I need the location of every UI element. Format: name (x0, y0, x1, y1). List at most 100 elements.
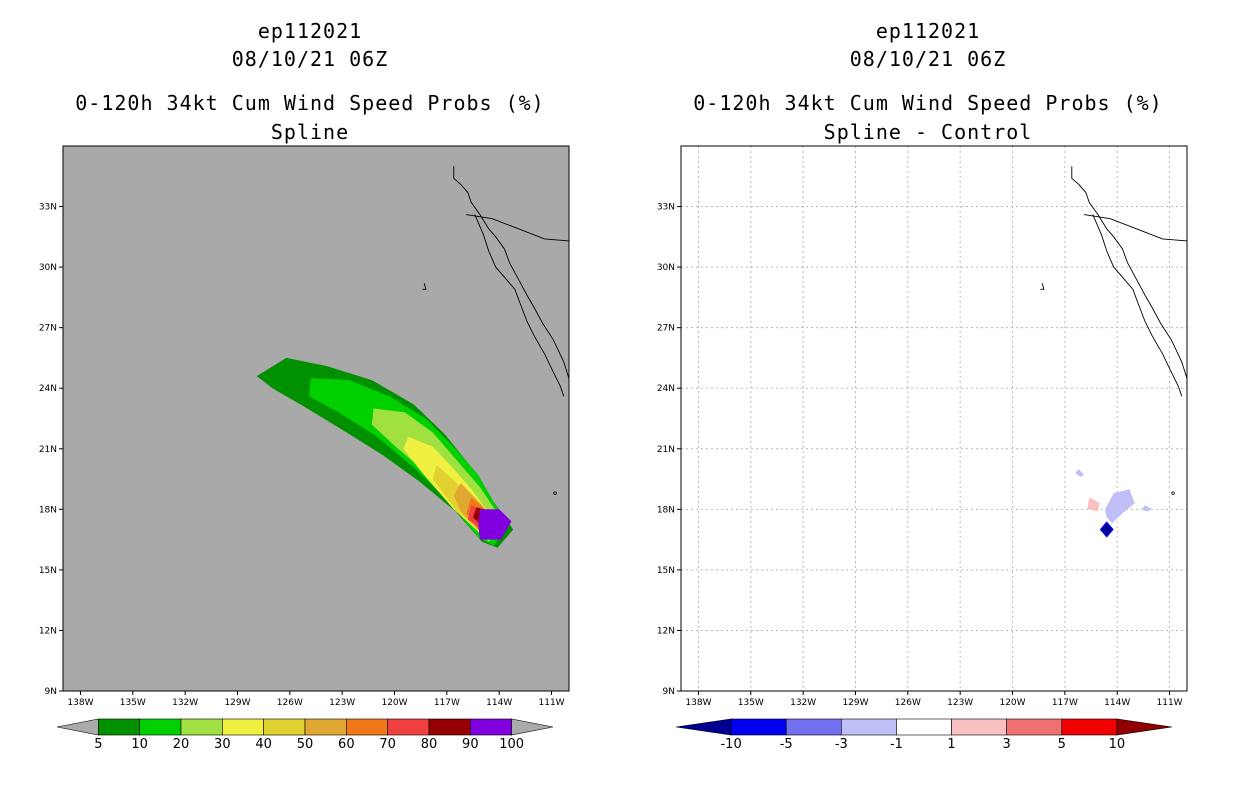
right-coastline (1092, 214, 1183, 397)
right-coastline (1071, 166, 1187, 397)
right-colorbar-label: -10 (720, 737, 741, 752)
left-x-tick-label: 111W (539, 698, 565, 708)
right-y-tick-label: 27N (657, 324, 675, 334)
right-island (1171, 491, 1175, 495)
left-y-tick-label: 33N (39, 203, 57, 213)
right-colorbar-segment (785, 718, 842, 736)
right-colorbar-label: 3 (1003, 737, 1011, 752)
right-storm-id: ep112021 (875, 19, 981, 43)
left-colorbar-label: 90 (462, 737, 479, 752)
left-y-tick-label: 27N (39, 324, 57, 334)
right-y-tick-label: 33N (657, 203, 675, 213)
right-y-tick-label: 9N (663, 687, 675, 697)
right-colorbar-segment (951, 718, 1007, 736)
left-colorbar-label: 10 (131, 737, 148, 752)
right-colorbar-arrow-high (1116, 718, 1173, 736)
left-colorbar-segment (428, 718, 471, 736)
left-colorbar-label: 50 (297, 737, 314, 752)
right-plot-area (681, 146, 1187, 691)
left-storm-id: ep112021 (257, 19, 363, 43)
right-colorbar-segment (1006, 718, 1063, 736)
left-colorbar-segment (98, 718, 140, 736)
left-colorbar-label: 70 (379, 737, 396, 752)
left-chart-subtitle: Spline (270, 120, 350, 144)
left-plot-background (63, 146, 569, 691)
left-colorbar-segment (387, 718, 430, 736)
left-colorbar-label: 80 (421, 737, 438, 752)
left-colorbar-arrow-low (56, 718, 99, 736)
left-coastline (474, 214, 565, 397)
left-colorbar-segment (470, 718, 512, 736)
right-colorbar-label: -1 (890, 737, 903, 752)
left-plot-frame (62, 145, 570, 692)
left-colorbar-segment (263, 718, 306, 736)
left-island (553, 491, 557, 495)
left-y-tick-label: 15N (39, 566, 57, 576)
left-colorbar-label: 5 (94, 737, 102, 752)
right-y-tick-label: 30N (657, 263, 675, 273)
right-x-tick-label: 126W (895, 698, 921, 708)
right-x-tick-label: 120W (999, 698, 1025, 708)
right-colorbar-segment (1061, 718, 1118, 736)
left-x-tick-label: 135W (120, 698, 146, 708)
left-x-tick-label: 126W (277, 698, 303, 708)
left-x-tick-label: 123W (329, 698, 355, 708)
right-y-tick-label: 18N (657, 505, 675, 515)
left-x-tick-label: 138W (67, 698, 93, 708)
right-x-tick-label: 114W (1104, 698, 1130, 708)
left-colorbar-label: 30 (214, 737, 231, 752)
left-colorbar-segment (180, 718, 223, 736)
right-x-tick-label: 129W (842, 698, 868, 708)
left-chart-title: 0-120h 34kt Cum Wind Speed Probs (%) (75, 91, 545, 115)
right-x-tick-label: 111W (1157, 698, 1183, 708)
left-x-tick-label: 117W (434, 698, 460, 708)
right-plot-frame (680, 145, 1188, 692)
left-x-tick-label: 132W (172, 698, 198, 708)
left-datetime: 08/10/21 06Z (231, 47, 389, 71)
left-contour-90 (478, 509, 512, 540)
left-coastline (453, 166, 569, 397)
right-colorbar-segment (896, 718, 952, 736)
left-island (422, 283, 427, 290)
right-plot-background (681, 146, 1187, 691)
left-y-tick-label: 30N (39, 263, 57, 273)
right-x-tick-label: 123W (947, 698, 973, 708)
right-x-tick-label: 132W (790, 698, 816, 708)
right-contour-1 (1087, 497, 1100, 512)
left-colorbar-segment (222, 718, 264, 736)
left-colorbar-segment (346, 718, 388, 736)
right-x-tick-label: 135W (738, 698, 764, 708)
left-x-tick-label: 129W (224, 698, 250, 708)
left-colorbar-segment (304, 718, 347, 736)
left-colorbar-segment (139, 718, 182, 736)
right-y-tick-label: 15N (657, 566, 675, 576)
right-colorbar-label: 5 (1058, 737, 1066, 752)
right-colorbar-label: 1 (947, 737, 955, 752)
right-x-tick-label: 117W (1052, 698, 1078, 708)
right-chart-subtitle: Spline - Control (823, 120, 1033, 144)
left-coastline (466, 214, 569, 242)
left-colorbar-label: 100 (499, 737, 524, 752)
right-y-tick-label: 21N (657, 445, 675, 455)
left-y-tick-label: 18N (39, 505, 57, 515)
left-x-tick-label: 120W (381, 698, 407, 708)
left-colorbar-label: 40 (255, 737, 272, 752)
left-x-tick-label: 114W (486, 698, 512, 708)
left-colorbar-label: 20 (173, 737, 190, 752)
right-datetime: 08/10/21 06Z (849, 47, 1007, 71)
left-y-tick-label: 12N (39, 626, 57, 636)
right-colorbar-segment (730, 718, 787, 736)
right-coastline (1084, 214, 1187, 242)
right-contour--1 (1141, 505, 1153, 512)
right-y-tick-label: 12N (657, 626, 675, 636)
right-contour--1 (1105, 489, 1135, 524)
left-colorbar-label: 60 (338, 737, 355, 752)
right-colorbar-label: -3 (835, 737, 848, 752)
right-island (1040, 283, 1045, 290)
right-colorbar-segment (841, 718, 897, 736)
left-plot-area (256, 166, 569, 548)
left-colorbar-arrow-high (511, 718, 554, 736)
left-y-tick-label: 24N (39, 384, 57, 394)
left-y-tick-label: 21N (39, 445, 57, 455)
